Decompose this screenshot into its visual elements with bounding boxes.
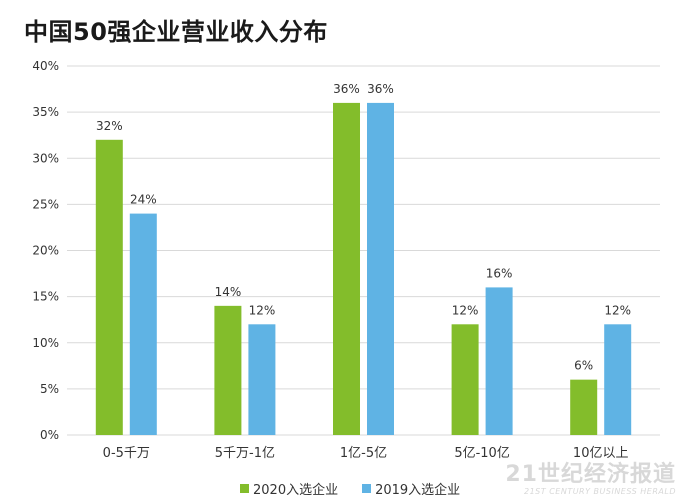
y-tick-label: 20%: [32, 244, 59, 258]
y-tick-label: 0%: [40, 428, 59, 442]
bar-2020: [214, 305, 242, 435]
data-label: 12%: [249, 303, 276, 317]
y-tick-label: 15%: [32, 290, 59, 304]
bar-2019: [367, 102, 394, 436]
y-tick-label: 10%: [32, 336, 59, 350]
data-label: 32%: [96, 119, 123, 133]
y-tick-label: 30%: [32, 151, 59, 165]
watermark-logo: 21世纪经济报道 21ST CENTURY BUSINESS HERALD: [505, 463, 676, 497]
chart-title: 中国50强企业营业收入分布: [24, 18, 328, 46]
data-label: 16%: [486, 266, 513, 280]
bar-2020: [333, 102, 360, 436]
data-label: 14%: [215, 285, 242, 299]
data-label: 12%: [604, 303, 631, 317]
x-tick-label: 5亿-10亿: [454, 446, 510, 461]
legend: 2020入选企业 2019入选企业: [240, 479, 460, 498]
watermark-sub: 21ST CENTURY BUSINESS HERALD: [524, 487, 676, 496]
legend-item-2019: 2019入选企业: [362, 479, 460, 498]
legend-label-2020: 2020入选企业: [253, 483, 339, 498]
data-label: 24%: [130, 193, 157, 207]
y-tick-label: 25%: [32, 197, 59, 211]
data-labels: 32% 24% 14% 12% 36% 36% 12% 16% 6% 12%: [96, 82, 631, 373]
y-tick-label: 35%: [32, 105, 59, 119]
x-tick-label: 10亿以上: [573, 446, 629, 461]
legend-swatch-2020: [240, 484, 249, 493]
x-tick-label: 5千万-1亿: [215, 446, 275, 461]
bar-2019: [604, 324, 632, 435]
bars: [95, 102, 632, 436]
legend-label-2019: 2019入选企业: [375, 483, 461, 498]
bar-2020: [451, 324, 479, 435]
bar-2019: [129, 213, 157, 435]
legend-item-2020: 2020入选企业: [240, 479, 338, 498]
bar-2020: [95, 139, 123, 436]
watermark-main: 21世纪经济报道: [505, 462, 676, 487]
legend-swatch-2019: [362, 484, 372, 493]
grid-lines: [67, 65, 660, 436]
x-axis-ticks: 0-5千万 5千万-1亿 1亿-5亿 5亿-10亿 10亿以上: [103, 446, 629, 461]
data-label: 36%: [333, 82, 360, 96]
data-label: 12%: [452, 303, 479, 317]
bar-2019: [485, 287, 513, 435]
x-tick-label: 0-5千万: [103, 446, 150, 461]
bar-2019: [248, 324, 276, 435]
y-tick-label: 5%: [40, 382, 59, 396]
x-tick-label: 1亿-5亿: [340, 446, 387, 461]
y-axis-ticks: 0% 5% 10% 15% 20% 25% 30% 35% 40%: [32, 59, 59, 442]
data-label: 36%: [367, 82, 394, 96]
bar-2020: [570, 379, 598, 435]
data-label: 6%: [574, 359, 593, 373]
y-tick-label: 40%: [32, 59, 59, 73]
